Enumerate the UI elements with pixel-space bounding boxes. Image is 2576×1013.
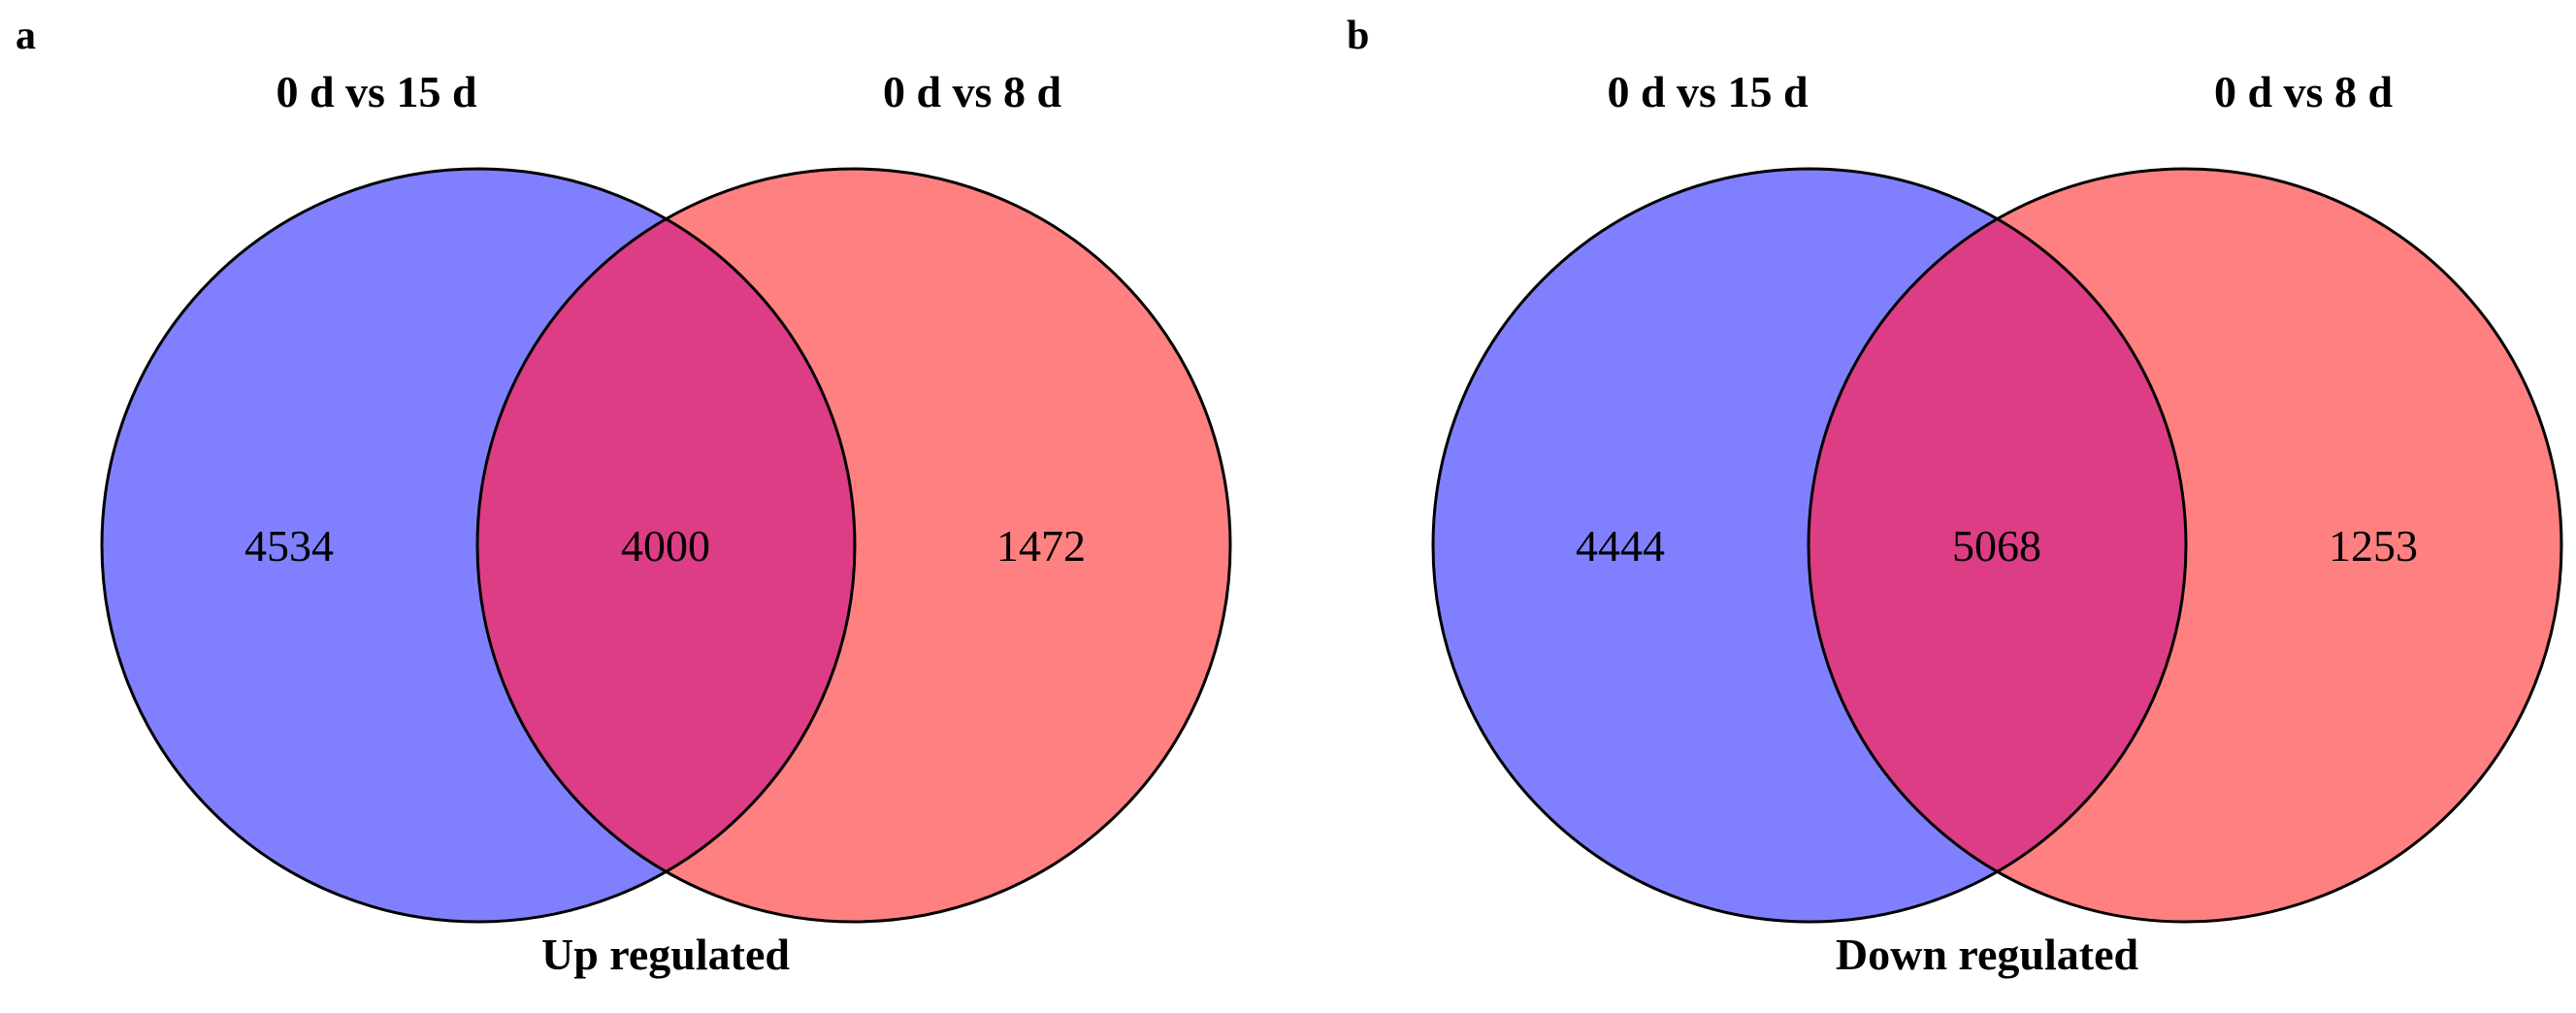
right-set-title: 0 d vs 8 d bbox=[883, 67, 1061, 116]
left-only-count: 4444 bbox=[1576, 521, 1665, 571]
panel-letter: b bbox=[1347, 14, 1369, 58]
panel-letter: a bbox=[16, 14, 36, 58]
left-set-outline bbox=[100, 167, 857, 924]
right-only-count: 1472 bbox=[996, 521, 1086, 571]
venn-panel-down: b 0 d vs 15 d 0 d vs 8 d 4444 5068 1253 … bbox=[1347, 14, 2563, 979]
left-only-count: 4534 bbox=[245, 521, 334, 571]
overlap-count: 5068 bbox=[1952, 521, 2041, 571]
right-set-title: 0 d vs 8 d bbox=[2214, 67, 2393, 116]
right-set-outline bbox=[1807, 167, 2563, 924]
left-set-title: 0 d vs 15 d bbox=[1607, 67, 1808, 116]
panel-caption: Down regulated bbox=[1836, 930, 2139, 979]
right-only-count: 1253 bbox=[2329, 521, 2418, 571]
panel-caption: Up regulated bbox=[541, 930, 790, 979]
venn-panel-up: a 0 d vs 15 d 0 d vs 8 d 4534 4000 1472 … bbox=[16, 14, 1232, 979]
left-set-title: 0 d vs 15 d bbox=[276, 67, 476, 116]
left-set-outline bbox=[1431, 167, 2188, 924]
overlap-count: 4000 bbox=[621, 521, 710, 571]
right-set-outline bbox=[475, 167, 1232, 924]
